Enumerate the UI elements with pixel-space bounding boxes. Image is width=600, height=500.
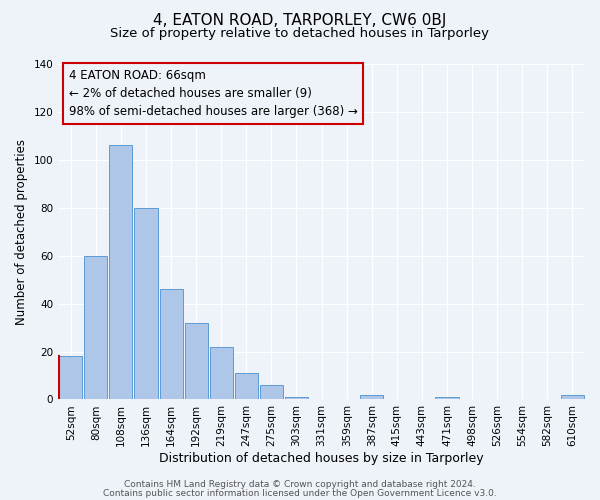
Text: Contains HM Land Registry data © Crown copyright and database right 2024.: Contains HM Land Registry data © Crown c… [124, 480, 476, 489]
Text: Contains public sector information licensed under the Open Government Licence v3: Contains public sector information licen… [103, 488, 497, 498]
Bar [360, 394, 383, 400]
Bar [285, 397, 308, 400]
Bar [436, 397, 458, 400]
Text: 4 EATON ROAD: 66sqm
← 2% of detached houses are smaller (9)
98% of semi-detached: 4 EATON ROAD: 66sqm ← 2% of detached hou… [69, 69, 358, 118]
Bar [185, 323, 208, 400]
Bar [84, 256, 107, 400]
X-axis label: Distribution of detached houses by size in Tarporley: Distribution of detached houses by size … [159, 452, 484, 465]
Bar [59, 356, 82, 400]
Bar [260, 385, 283, 400]
Text: Size of property relative to detached houses in Tarporley: Size of property relative to detached ho… [110, 28, 490, 40]
Bar [109, 146, 133, 400]
Bar [209, 346, 233, 400]
Bar [235, 373, 258, 400]
Bar [561, 394, 584, 400]
Bar [160, 289, 182, 400]
Bar [134, 208, 158, 400]
Y-axis label: Number of detached properties: Number of detached properties [15, 138, 28, 324]
Text: 4, EATON ROAD, TARPORLEY, CW6 0BJ: 4, EATON ROAD, TARPORLEY, CW6 0BJ [154, 12, 446, 28]
